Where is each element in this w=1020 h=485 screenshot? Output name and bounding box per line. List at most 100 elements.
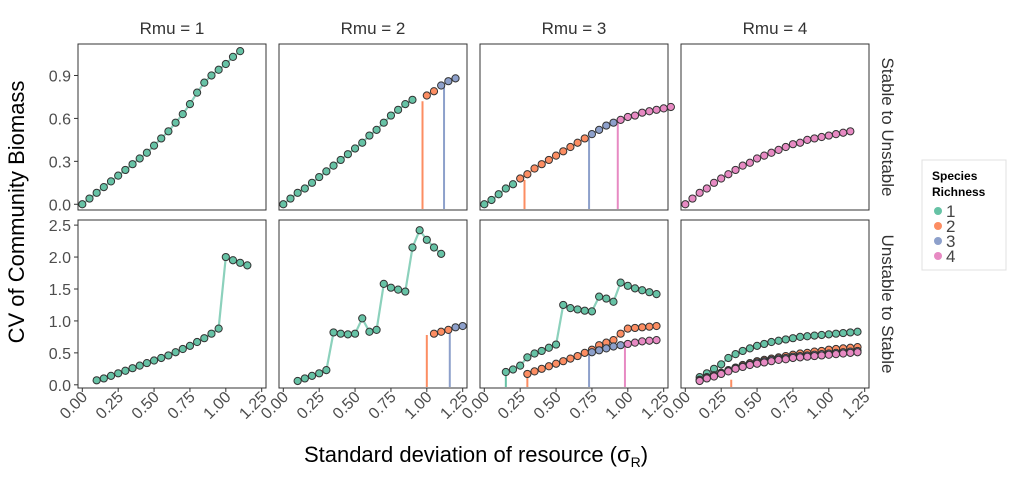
data-point <box>200 334 209 343</box>
data-point <box>587 348 597 357</box>
data-point <box>695 376 704 386</box>
legend-key <box>934 222 942 230</box>
data-point <box>386 283 396 292</box>
data-point <box>185 100 195 109</box>
row-strip-label: Unstable to Stable <box>878 235 897 374</box>
data-point <box>544 155 553 165</box>
data-point <box>810 134 819 143</box>
data-point <box>401 287 410 296</box>
data-point <box>630 338 640 347</box>
data-point <box>523 353 532 362</box>
data-point <box>638 286 647 295</box>
data-point <box>99 374 108 383</box>
data-point <box>724 170 733 179</box>
data-point <box>372 325 381 334</box>
data-point <box>609 118 618 127</box>
panel-0-2 <box>480 102 675 209</box>
data-point <box>307 371 317 380</box>
data-point <box>85 194 94 203</box>
data-point <box>573 138 582 147</box>
data-point <box>566 304 575 313</box>
data-point <box>243 261 252 270</box>
data-point <box>602 121 611 130</box>
data-point <box>293 188 302 197</box>
x-tick-label: 0.50 <box>129 389 163 423</box>
data-point <box>135 361 144 370</box>
panel-0-0 <box>78 47 245 209</box>
x-tick-label: 0.25 <box>696 389 730 423</box>
data-point <box>817 351 826 360</box>
data-point <box>645 336 654 345</box>
data-point <box>652 289 661 299</box>
data-point <box>695 188 704 197</box>
data-point <box>544 343 553 352</box>
data-point <box>379 118 388 127</box>
data-point <box>623 281 632 290</box>
data-point <box>630 111 640 120</box>
data-point <box>731 350 740 359</box>
y-tick-label: 0.5 <box>49 346 71 363</box>
data-point <box>623 112 632 122</box>
data-point <box>803 352 812 361</box>
data-point <box>221 59 230 69</box>
panel-1-0 <box>92 252 252 385</box>
data-point <box>595 292 604 301</box>
x-axes: 0.00 0.25 0.50 0.75 1.00 1.250.00 0.25 0.50 0.75… <box>57 388 874 423</box>
data-point <box>774 145 783 154</box>
x-tick-label: 1.00 <box>603 389 637 423</box>
legend-key <box>934 252 942 260</box>
column-strip-label: Rmu = 4 <box>743 19 808 38</box>
data-point <box>623 324 632 333</box>
data-point <box>128 160 137 169</box>
panel-frame <box>278 43 468 211</box>
data-point <box>752 154 762 163</box>
panel-frame <box>479 219 669 389</box>
panels <box>77 43 870 389</box>
data-point <box>659 104 668 113</box>
data-point <box>738 362 747 372</box>
data-point <box>767 148 776 157</box>
data-point <box>595 346 604 355</box>
data-point <box>336 329 345 338</box>
data-point <box>386 111 396 120</box>
data-point <box>106 371 116 380</box>
column-strip-label: Rmu = 1 <box>140 19 205 38</box>
data-point <box>530 164 539 173</box>
data-point <box>135 154 144 163</box>
data-point <box>358 314 367 323</box>
data-point <box>810 331 819 340</box>
data-point <box>645 107 654 116</box>
data-point <box>824 350 833 359</box>
data-point <box>207 329 216 338</box>
x-tick-label: 1.25 <box>839 389 873 423</box>
data-point <box>99 183 108 192</box>
x-tick-label: 0.75 <box>567 389 601 423</box>
panel-1-2 <box>501 278 661 387</box>
data-point <box>121 366 130 375</box>
legend-key <box>934 207 942 215</box>
data-point <box>322 366 331 375</box>
data-point <box>214 65 223 74</box>
data-point <box>580 348 589 357</box>
panel-frame <box>77 219 267 389</box>
data-point <box>853 348 862 357</box>
data-point <box>508 365 518 374</box>
data-point <box>638 337 647 346</box>
data-point <box>652 335 661 345</box>
data-point <box>408 243 417 252</box>
data-point <box>544 362 553 371</box>
data-point <box>803 332 812 341</box>
data-point <box>724 353 733 363</box>
legend-label: 3 <box>946 232 955 251</box>
data-point <box>846 127 855 136</box>
y-tick-label: 0.3 <box>49 154 71 171</box>
data-point <box>171 348 180 357</box>
y-tick-label: 2.0 <box>49 250 71 267</box>
panel-1-3 <box>695 327 862 387</box>
data-point <box>501 367 510 377</box>
data-point <box>164 351 173 360</box>
data-point <box>307 178 317 187</box>
data-point <box>817 132 826 142</box>
panel-frame <box>278 219 468 389</box>
data-point <box>228 52 238 61</box>
